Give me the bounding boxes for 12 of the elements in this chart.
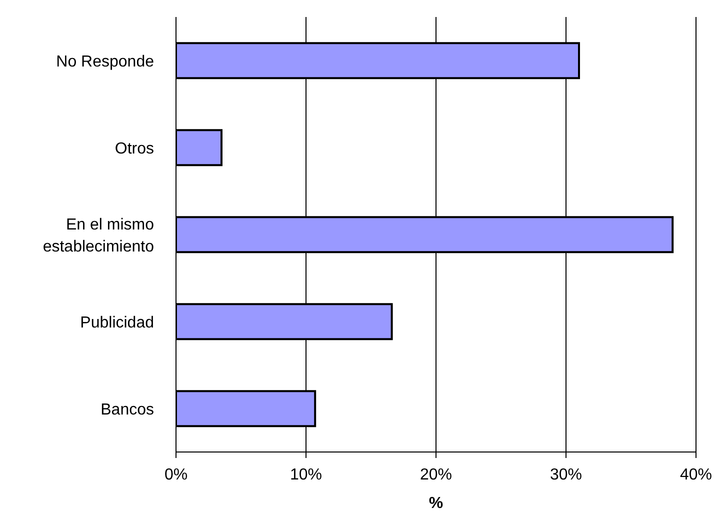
y-tick-label: Publicidad (80, 314, 154, 332)
x-tick-label: 0% (164, 466, 188, 484)
x-tick-label: 30% (550, 466, 582, 484)
bar (176, 129, 222, 166)
x-tick-label: 10% (290, 466, 322, 484)
x-tick-label: 40% (680, 466, 712, 484)
y-tick-label: No Responde (56, 54, 154, 70)
y-tick-label: En el mismo establecimiento (42, 216, 154, 256)
y-tick-label: Otros (114, 140, 154, 158)
x-axis-title: % (428, 495, 444, 512)
y-tick-label: Bancos (100, 402, 154, 418)
x-tick-label: 20% (420, 466, 452, 484)
